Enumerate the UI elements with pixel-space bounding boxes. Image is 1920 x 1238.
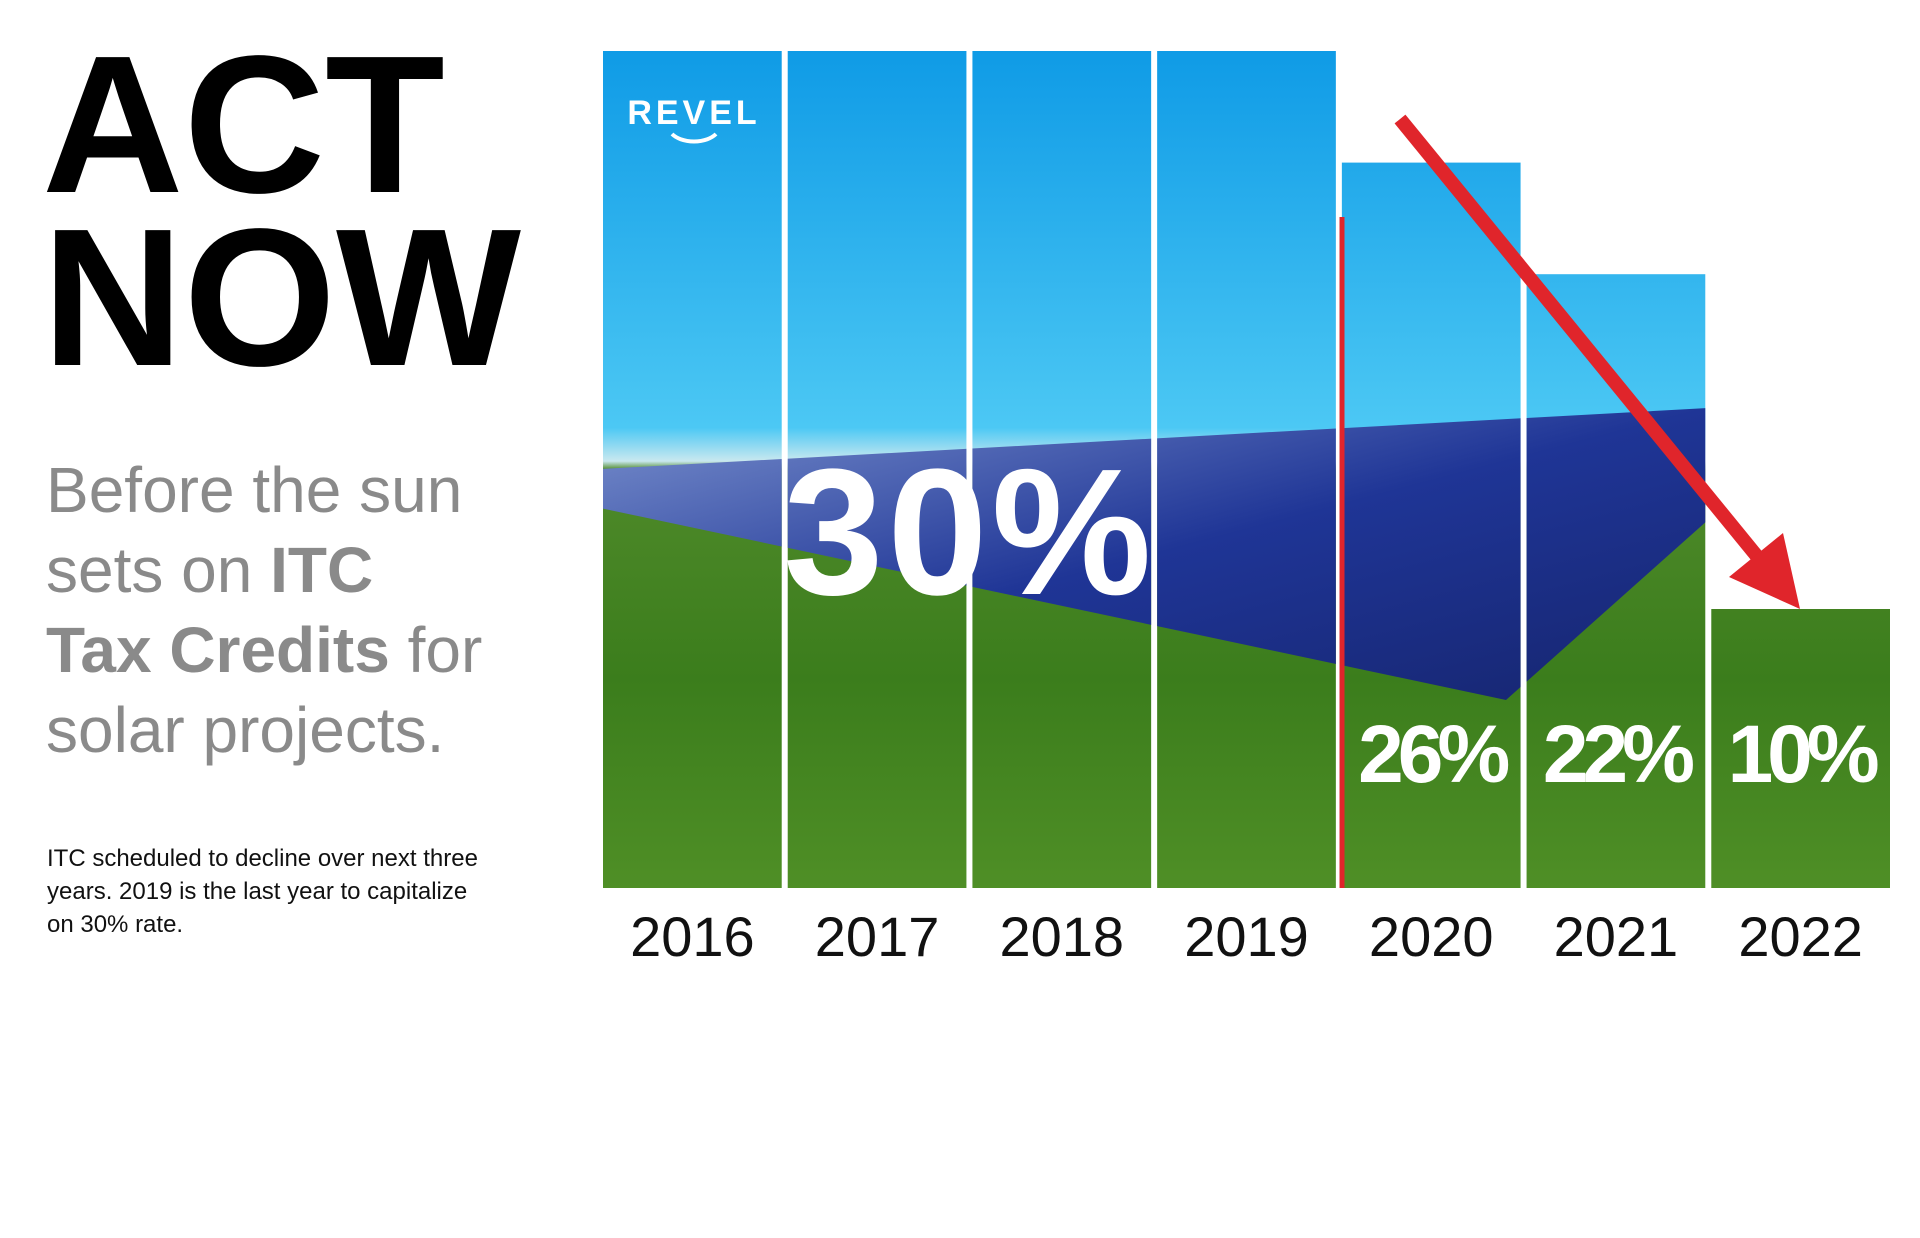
subtitle-line: Tax Credits for: [46, 614, 482, 686]
title-line: ACT: [42, 15, 445, 234]
subtitle-line: solar projects.: [46, 694, 444, 766]
x-tick-label: 2019: [1184, 905, 1309, 968]
x-tick-label: 2021: [1554, 905, 1679, 968]
labels: 2016 2017 2018 2019 2020 2021 2022 30% 26% 22% 10%: [630, 432, 1884, 968]
subtitle-run: sets on: [46, 534, 270, 606]
subtitle-run: ITC: [270, 534, 373, 606]
subtitle-line: Before the sun: [46, 454, 462, 526]
x-tick-label: 2018: [999, 905, 1124, 968]
x-tick-label: 2022: [1738, 905, 1863, 968]
subtitle-run: Tax Credits: [46, 614, 390, 686]
title-line: NOW: [42, 188, 521, 407]
decline-arrow-head: [1729, 533, 1800, 609]
subtitle-run: solar projects.: [46, 694, 444, 766]
value-label: 10%: [1728, 709, 1878, 800]
value-label: 26%: [1358, 709, 1508, 800]
value-label: 30%: [783, 432, 1155, 633]
logo-arc: [670, 132, 718, 144]
value-label: 22%: [1543, 709, 1693, 800]
x-tick-label: 2016: [630, 905, 755, 968]
logo-text: REVEL: [627, 94, 760, 132]
x-tick-label: 2020: [1369, 905, 1494, 968]
bar: [1711, 609, 1890, 888]
note-line: ITC scheduled to decline over next three: [47, 845, 478, 872]
x-tick-label: 2017: [815, 905, 940, 968]
note-line: on 30% rate.: [47, 911, 183, 938]
decline-arrow: [1394, 114, 1766, 565]
note-line: years. 2019 is the last year to capitali…: [47, 878, 467, 905]
subtitle-line: sets on ITC: [46, 534, 373, 606]
subtitle-run: for: [390, 614, 482, 686]
subtitle-run: Before the sun: [46, 454, 462, 526]
logo: REVEL: [627, 94, 760, 144]
